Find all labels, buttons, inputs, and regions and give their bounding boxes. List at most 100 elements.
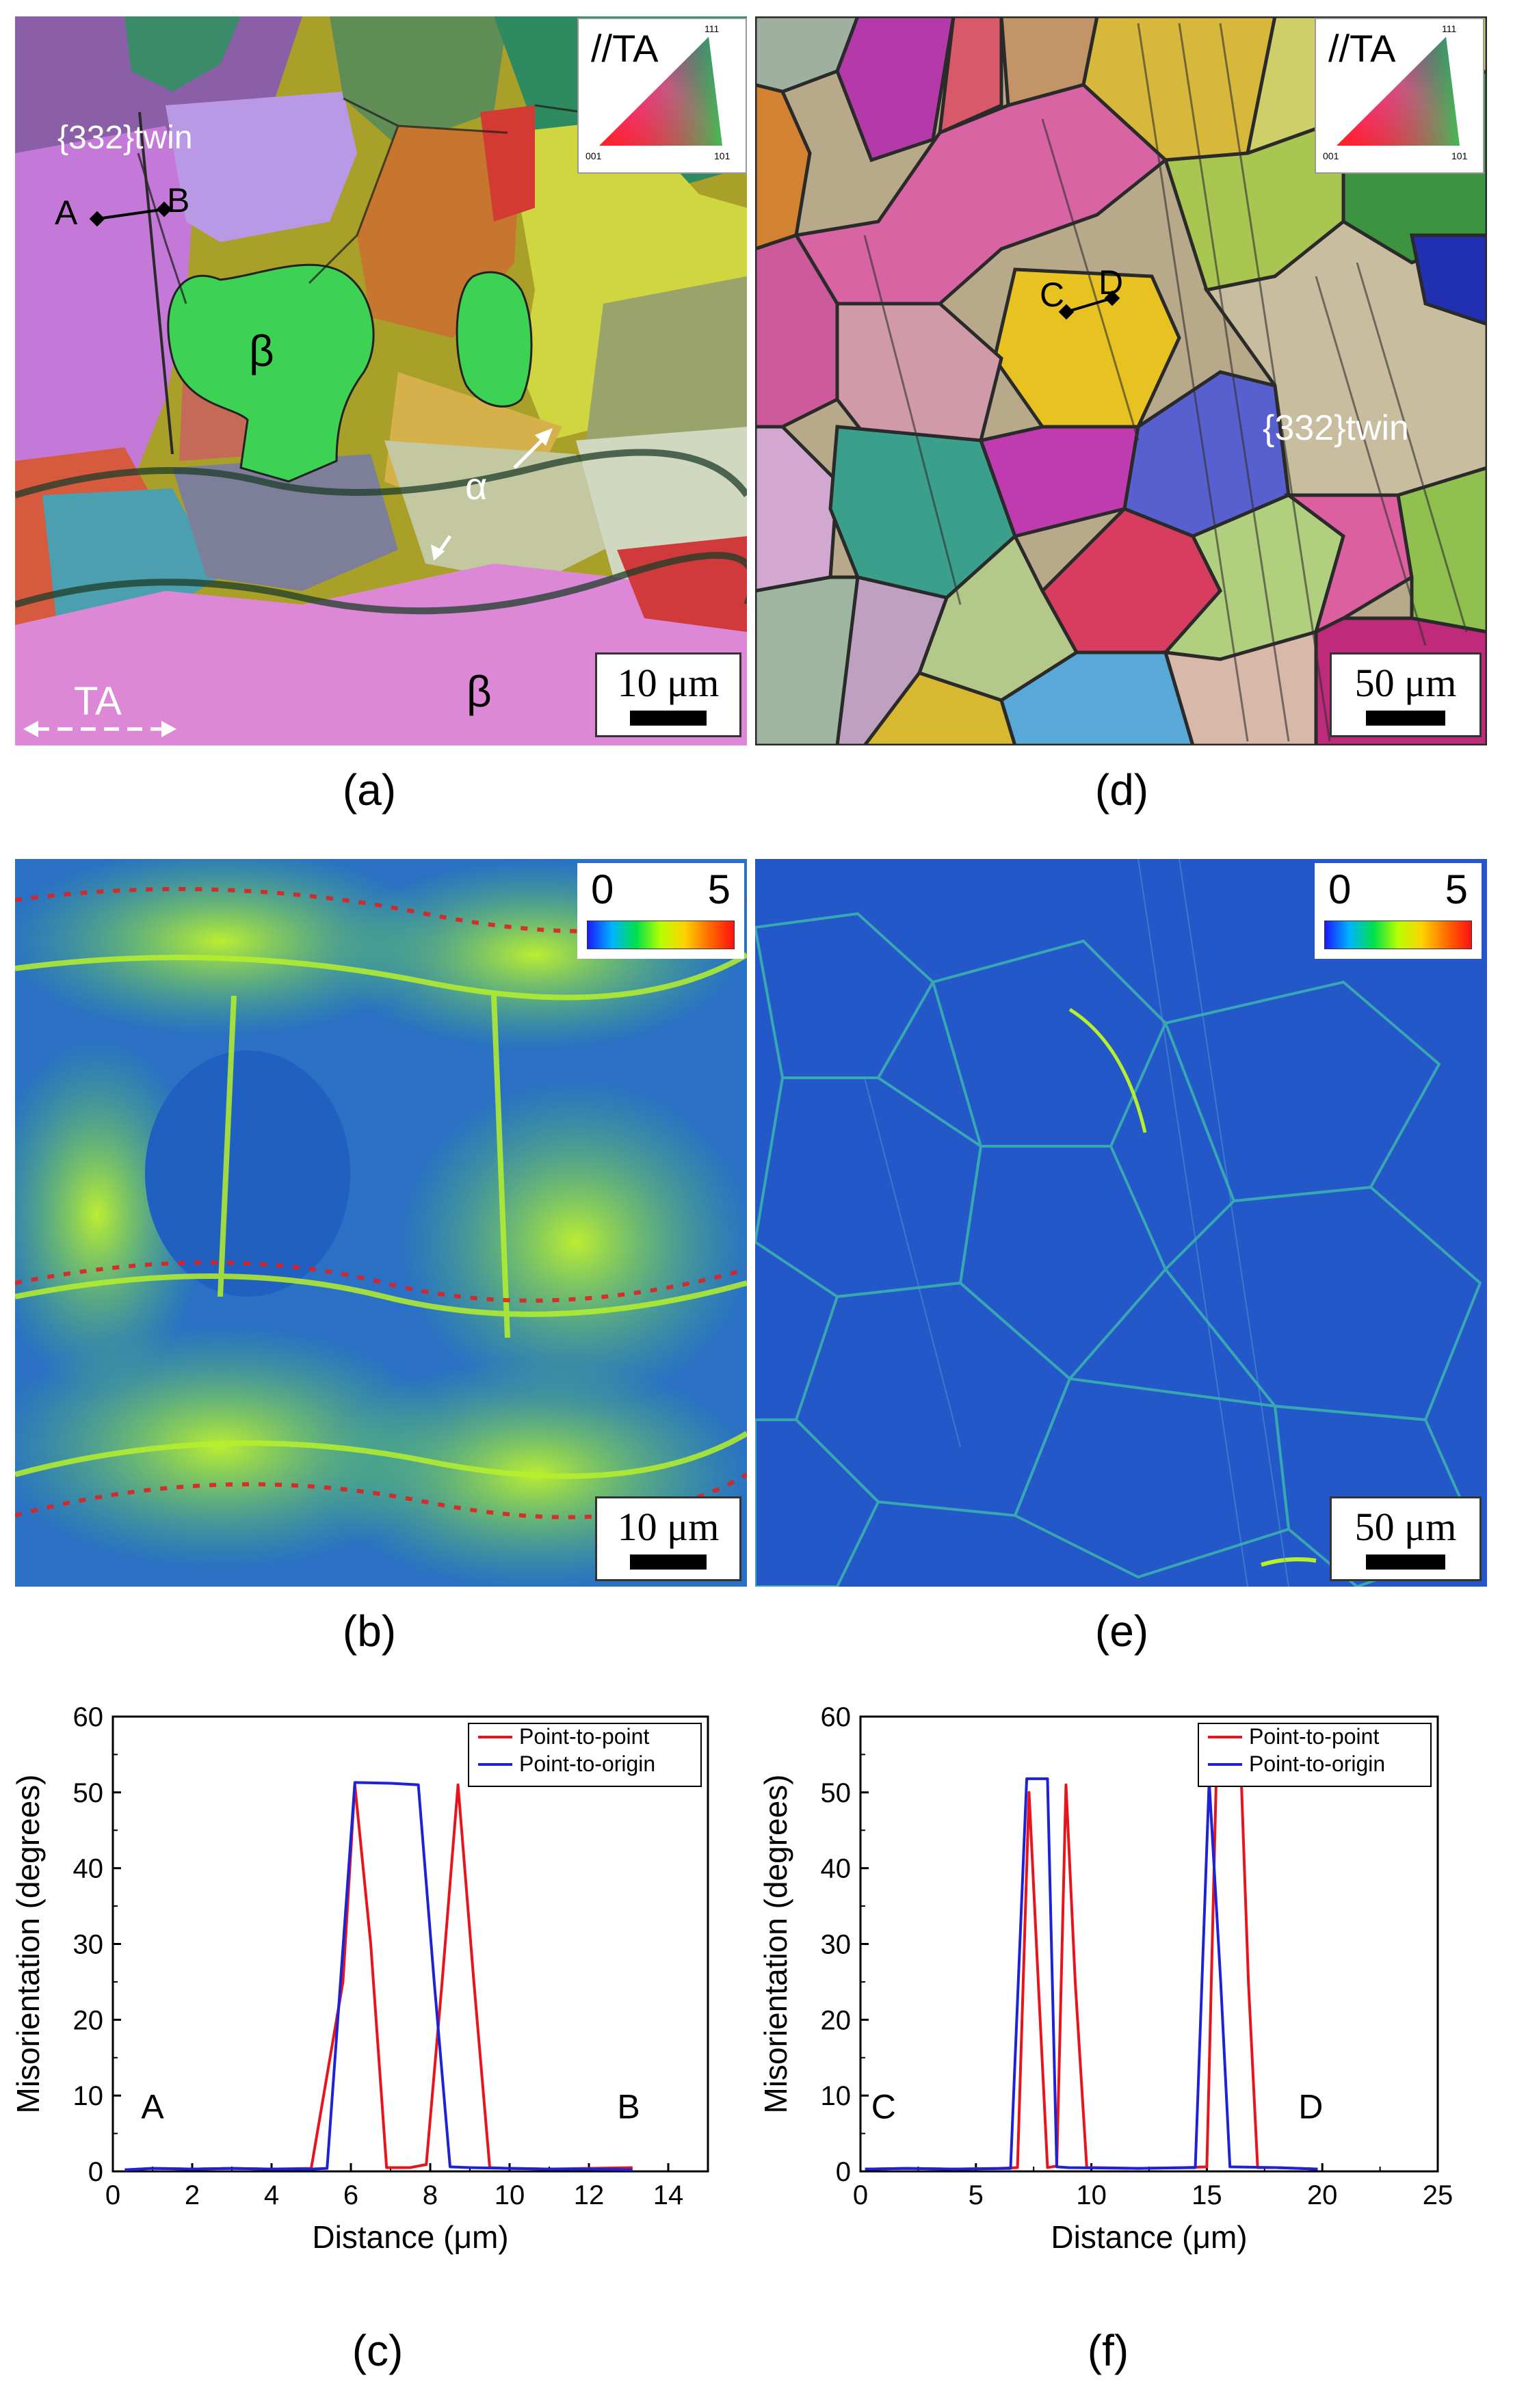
x-tick-label: 0	[853, 2180, 868, 2210]
twin-label: {332}twin	[57, 120, 193, 156]
x-tick-label: 14	[653, 2180, 684, 2210]
caption-c: (c)	[352, 2326, 404, 2375]
legend-box	[1198, 1723, 1432, 1787]
annotation-a: A	[141, 2087, 164, 2126]
scale-bar-line	[1366, 711, 1445, 726]
colorbar-b: 0 5	[577, 863, 744, 959]
y-tick-label: 10	[73, 2081, 104, 2111]
y-axis-label: Misorientation (degrees)	[758, 1774, 793, 2113]
twin-label-d: {332}twin	[1263, 408, 1409, 448]
ipf-legend-d: //TA 001 101 111	[1315, 18, 1484, 174]
point-d-label: D	[1098, 263, 1124, 302]
x-axis-label: Distance (μm)	[312, 2219, 508, 2255]
ipf-map-d-image	[755, 16, 1487, 745]
legend-label: Point-to-point	[519, 1724, 649, 1749]
ipf-map-d: C D {332}twin //TA 001 101 111 50 μm	[755, 16, 1487, 745]
scale-bar-line	[630, 711, 707, 726]
point-c-label: C	[1040, 276, 1065, 314]
kam-map-b-image	[15, 859, 747, 1587]
colorbar-max: 5	[1445, 866, 1468, 912]
y-tick-label: 20	[73, 2005, 104, 2035]
x-tick-label: 2	[185, 2180, 200, 2210]
ipf-map-a: {332}twin A B β β α TA //TA 001 101 111	[15, 16, 747, 745]
scale-bar-label: 10 μm	[617, 661, 720, 705]
kam-map-b: 0 5 10 μm	[15, 859, 747, 1587]
y-tick-label: 40	[73, 1854, 104, 1884]
x-axis-label: Distance (μm)	[1051, 2219, 1247, 2255]
ipf-triangle	[599, 37, 722, 146]
y-tick-label: 50	[821, 1778, 852, 1808]
y-tick-label: 50	[73, 1778, 104, 1808]
ipf-corner-101: 101	[1451, 150, 1468, 161]
y-axis-label: Misorientation (degrees)	[10, 1774, 46, 2113]
caption-b: (b)	[342, 1606, 397, 1656]
ipf-corner-001: 001	[1323, 150, 1339, 161]
ipf-corner-001: 001	[586, 150, 602, 161]
legend-label: Point-to-origin	[1249, 1751, 1385, 1776]
colorbar-gradient	[1324, 921, 1472, 949]
caption-e: (e)	[1094, 1606, 1149, 1656]
x-tick-label: 10	[1076, 2180, 1107, 2210]
x-tick-label: 20	[1307, 2180, 1338, 2210]
y-tick-label: 0	[836, 2157, 851, 2187]
x-tick-label: 10	[495, 2180, 525, 2210]
y-tick-label: 60	[821, 1702, 852, 1732]
beta-label-matrix: β	[466, 667, 492, 716]
x-tick-label: 4	[264, 2180, 279, 2210]
y-tick-label: 60	[73, 1702, 104, 1732]
ipf-legend-a: //TA 001 101 111	[577, 18, 747, 174]
caption-a: (a)	[342, 765, 397, 815]
y-tick-label: 30	[73, 1930, 104, 1960]
x-tick-label: 0	[105, 2180, 120, 2210]
colorbar-min: 0	[591, 866, 614, 912]
ipf-corner-101: 101	[714, 150, 731, 161]
colorbar-gradient	[587, 921, 735, 949]
series-line-point-to-origin	[865, 1777, 1318, 2171]
scale-bar-line	[630, 1554, 707, 1570]
series-line-point-to-point	[865, 1783, 1318, 2171]
annotation-b: B	[617, 2087, 640, 2126]
y-tick-label: 40	[821, 1854, 852, 1884]
legend-label: Point-to-origin	[519, 1751, 655, 1776]
x-tick-label: 12	[574, 2180, 605, 2210]
x-tick-label: 15	[1192, 2180, 1222, 2210]
legend-box	[468, 1723, 702, 1787]
x-tick-label: 5	[969, 2180, 984, 2210]
colorbar-max: 5	[707, 866, 731, 912]
ipf-triangle	[1337, 37, 1460, 146]
alpha-label: α	[465, 464, 488, 507]
scale-bar-e: 50 μm	[1330, 1496, 1482, 1581]
colorbar-min: 0	[1328, 866, 1352, 912]
misorientation-chart-f: 0 5 10 15 20 25 0 10 20 30 40 50 60 Distance (μm) Miso…	[758, 1702, 1453, 2255]
x-tick-label: 25	[1423, 2180, 1453, 2210]
y-tick-label: 0	[88, 2157, 103, 2187]
caption-f: (f)	[1087, 2326, 1129, 2375]
legend-label: Point-to-point	[1249, 1724, 1379, 1749]
scale-bar-label: 50 μm	[1354, 1505, 1457, 1549]
point-a-label: A	[55, 194, 78, 232]
scale-bar-label: 50 μm	[1354, 661, 1457, 705]
ipf-corner-111: 111	[705, 23, 720, 34]
x-tick-label: 6	[343, 2180, 358, 2210]
kam-map-e: 0 5 50 μm	[755, 859, 1487, 1587]
kam-map-e-image	[755, 859, 1487, 1587]
y-tick-label: 30	[821, 1930, 852, 1960]
x-tick-label: 8	[423, 2180, 438, 2210]
scale-bar-label: 10 μm	[617, 1505, 720, 1549]
caption-d: (d)	[1094, 765, 1149, 815]
beta-label-grain: β	[249, 326, 274, 375]
series-line-point-to-point	[124, 1783, 633, 2171]
y-tick-label: 20	[821, 2005, 852, 2035]
annotation-d: D	[1298, 2087, 1323, 2126]
y-tick-label: 10	[821, 2081, 852, 2111]
scale-bar-line	[1366, 1554, 1445, 1570]
ipf-legend-title: //TA	[591, 27, 659, 70]
scale-bar-a: 10 μm	[595, 652, 741, 737]
ipf-legend-title: //TA	[1328, 27, 1396, 70]
colorbar-e: 0 5	[1315, 863, 1482, 959]
annotation-c: C	[871, 2087, 896, 2126]
misorientation-chart-c: 0 2 4 6 8 10 12 14 0 10 20 30 40 50 60 Distance (μm) Mis…	[10, 1702, 709, 2255]
scale-bar-d: 50 μm	[1330, 652, 1482, 737]
scale-bar-b: 10 μm	[595, 1496, 741, 1581]
point-b-label: B	[167, 181, 190, 220]
